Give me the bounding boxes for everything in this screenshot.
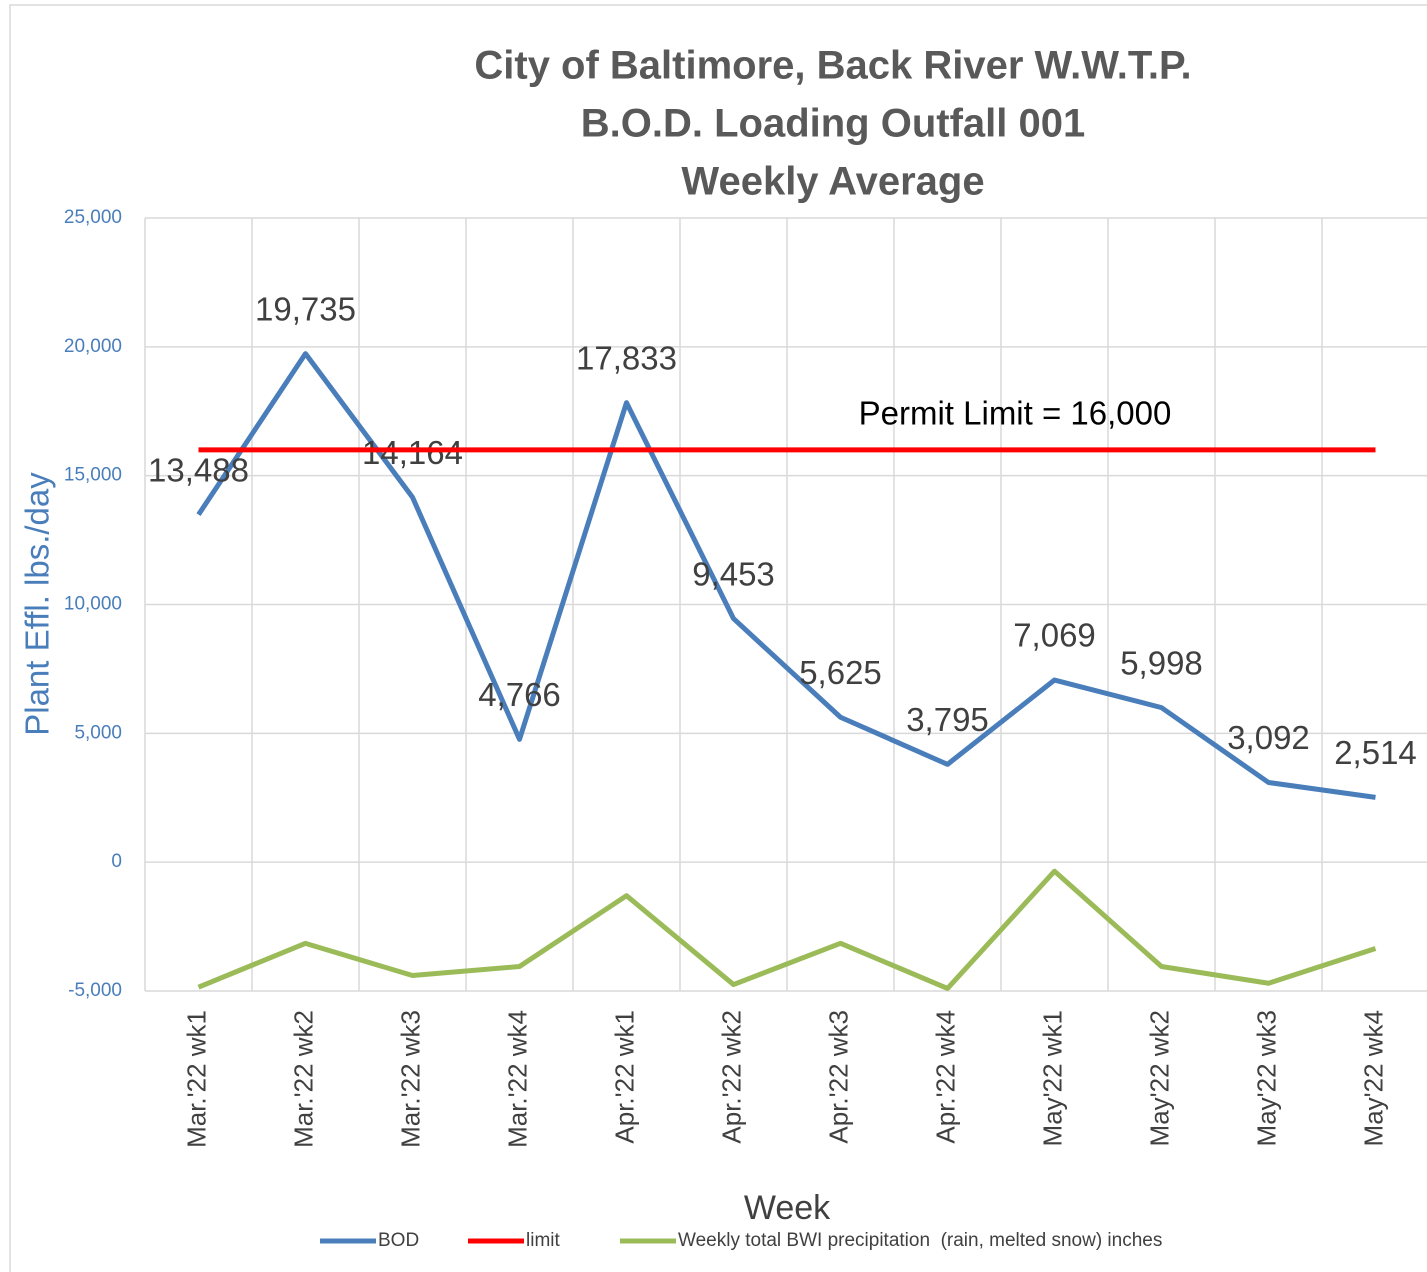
x-tick-label: May'22 wk4 <box>1358 1010 1388 1146</box>
data-label: 7,069 <box>1013 617 1096 654</box>
data-label: 9,453 <box>692 555 775 592</box>
x-tick-label: May'22 wk3 <box>1251 1010 1281 1146</box>
annotation: Permit Limit = 16,000 <box>859 395 1172 432</box>
data-label: 4,766 <box>478 676 561 713</box>
chart-title: Weekly Average <box>681 160 984 204</box>
series-line <box>197 868 1377 991</box>
x-tick-label: May'22 wk2 <box>1144 1010 1174 1146</box>
x-tick-label: Apr.'22 wk3 <box>823 1010 853 1144</box>
data-label: 5,625 <box>799 654 882 691</box>
legend-label: BOD <box>378 1230 419 1251</box>
x-tick-label: Mar.'22 wk4 <box>502 1010 532 1148</box>
legend-label: limit <box>526 1230 560 1251</box>
x-tick-label: Apr.'22 wk2 <box>716 1010 746 1144</box>
x-tick-label: Mar.'22 wk3 <box>395 1010 425 1148</box>
x-tick-label: May'22 wk1 <box>1037 1010 1067 1146</box>
x-axis-title: Week <box>744 1189 831 1227</box>
x-tick-label: Apr.'22 wk1 <box>609 1010 639 1144</box>
chart-title: City of Baltimore, Back River W.W.T.P. <box>474 44 1191 88</box>
y-tick-label: 10,000 <box>64 594 122 615</box>
x-tick-label: Mar.'22 wk1 <box>181 1010 211 1148</box>
x-tick-label: Apr.'22 wk4 <box>930 1010 960 1144</box>
series-line <box>196 351 1376 800</box>
y-tick-label: 0 <box>111 851 122 872</box>
y-tick-label: 15,000 <box>64 465 122 486</box>
data-label: 17,833 <box>576 339 677 376</box>
chart-border <box>9 4 1427 1272</box>
data-label: 19,735 <box>255 290 356 327</box>
y-axis-title: Plant Effl. lbs./day <box>19 472 56 736</box>
chart-title: B.O.D. Loading Outfall 001 <box>581 102 1086 146</box>
x-tick-label: Mar.'22 wk2 <box>288 1010 318 1148</box>
data-label: 3,092 <box>1227 719 1310 756</box>
y-tick-label: 5,000 <box>74 722 122 743</box>
data-label: 2,514 <box>1334 734 1417 771</box>
data-label: 3,795 <box>906 701 989 738</box>
y-tick-label: -5,000 <box>68 980 122 1001</box>
y-tick-label: 25,000 <box>64 207 122 228</box>
data-label: 13,488 <box>148 451 249 488</box>
legend-label: Weekly total BWI precipitation (rain, me… <box>678 1230 1162 1251</box>
y-tick-label: 20,000 <box>64 336 122 357</box>
data-label: 5,998 <box>1120 644 1203 681</box>
data-label: 14,164 <box>362 434 463 471</box>
